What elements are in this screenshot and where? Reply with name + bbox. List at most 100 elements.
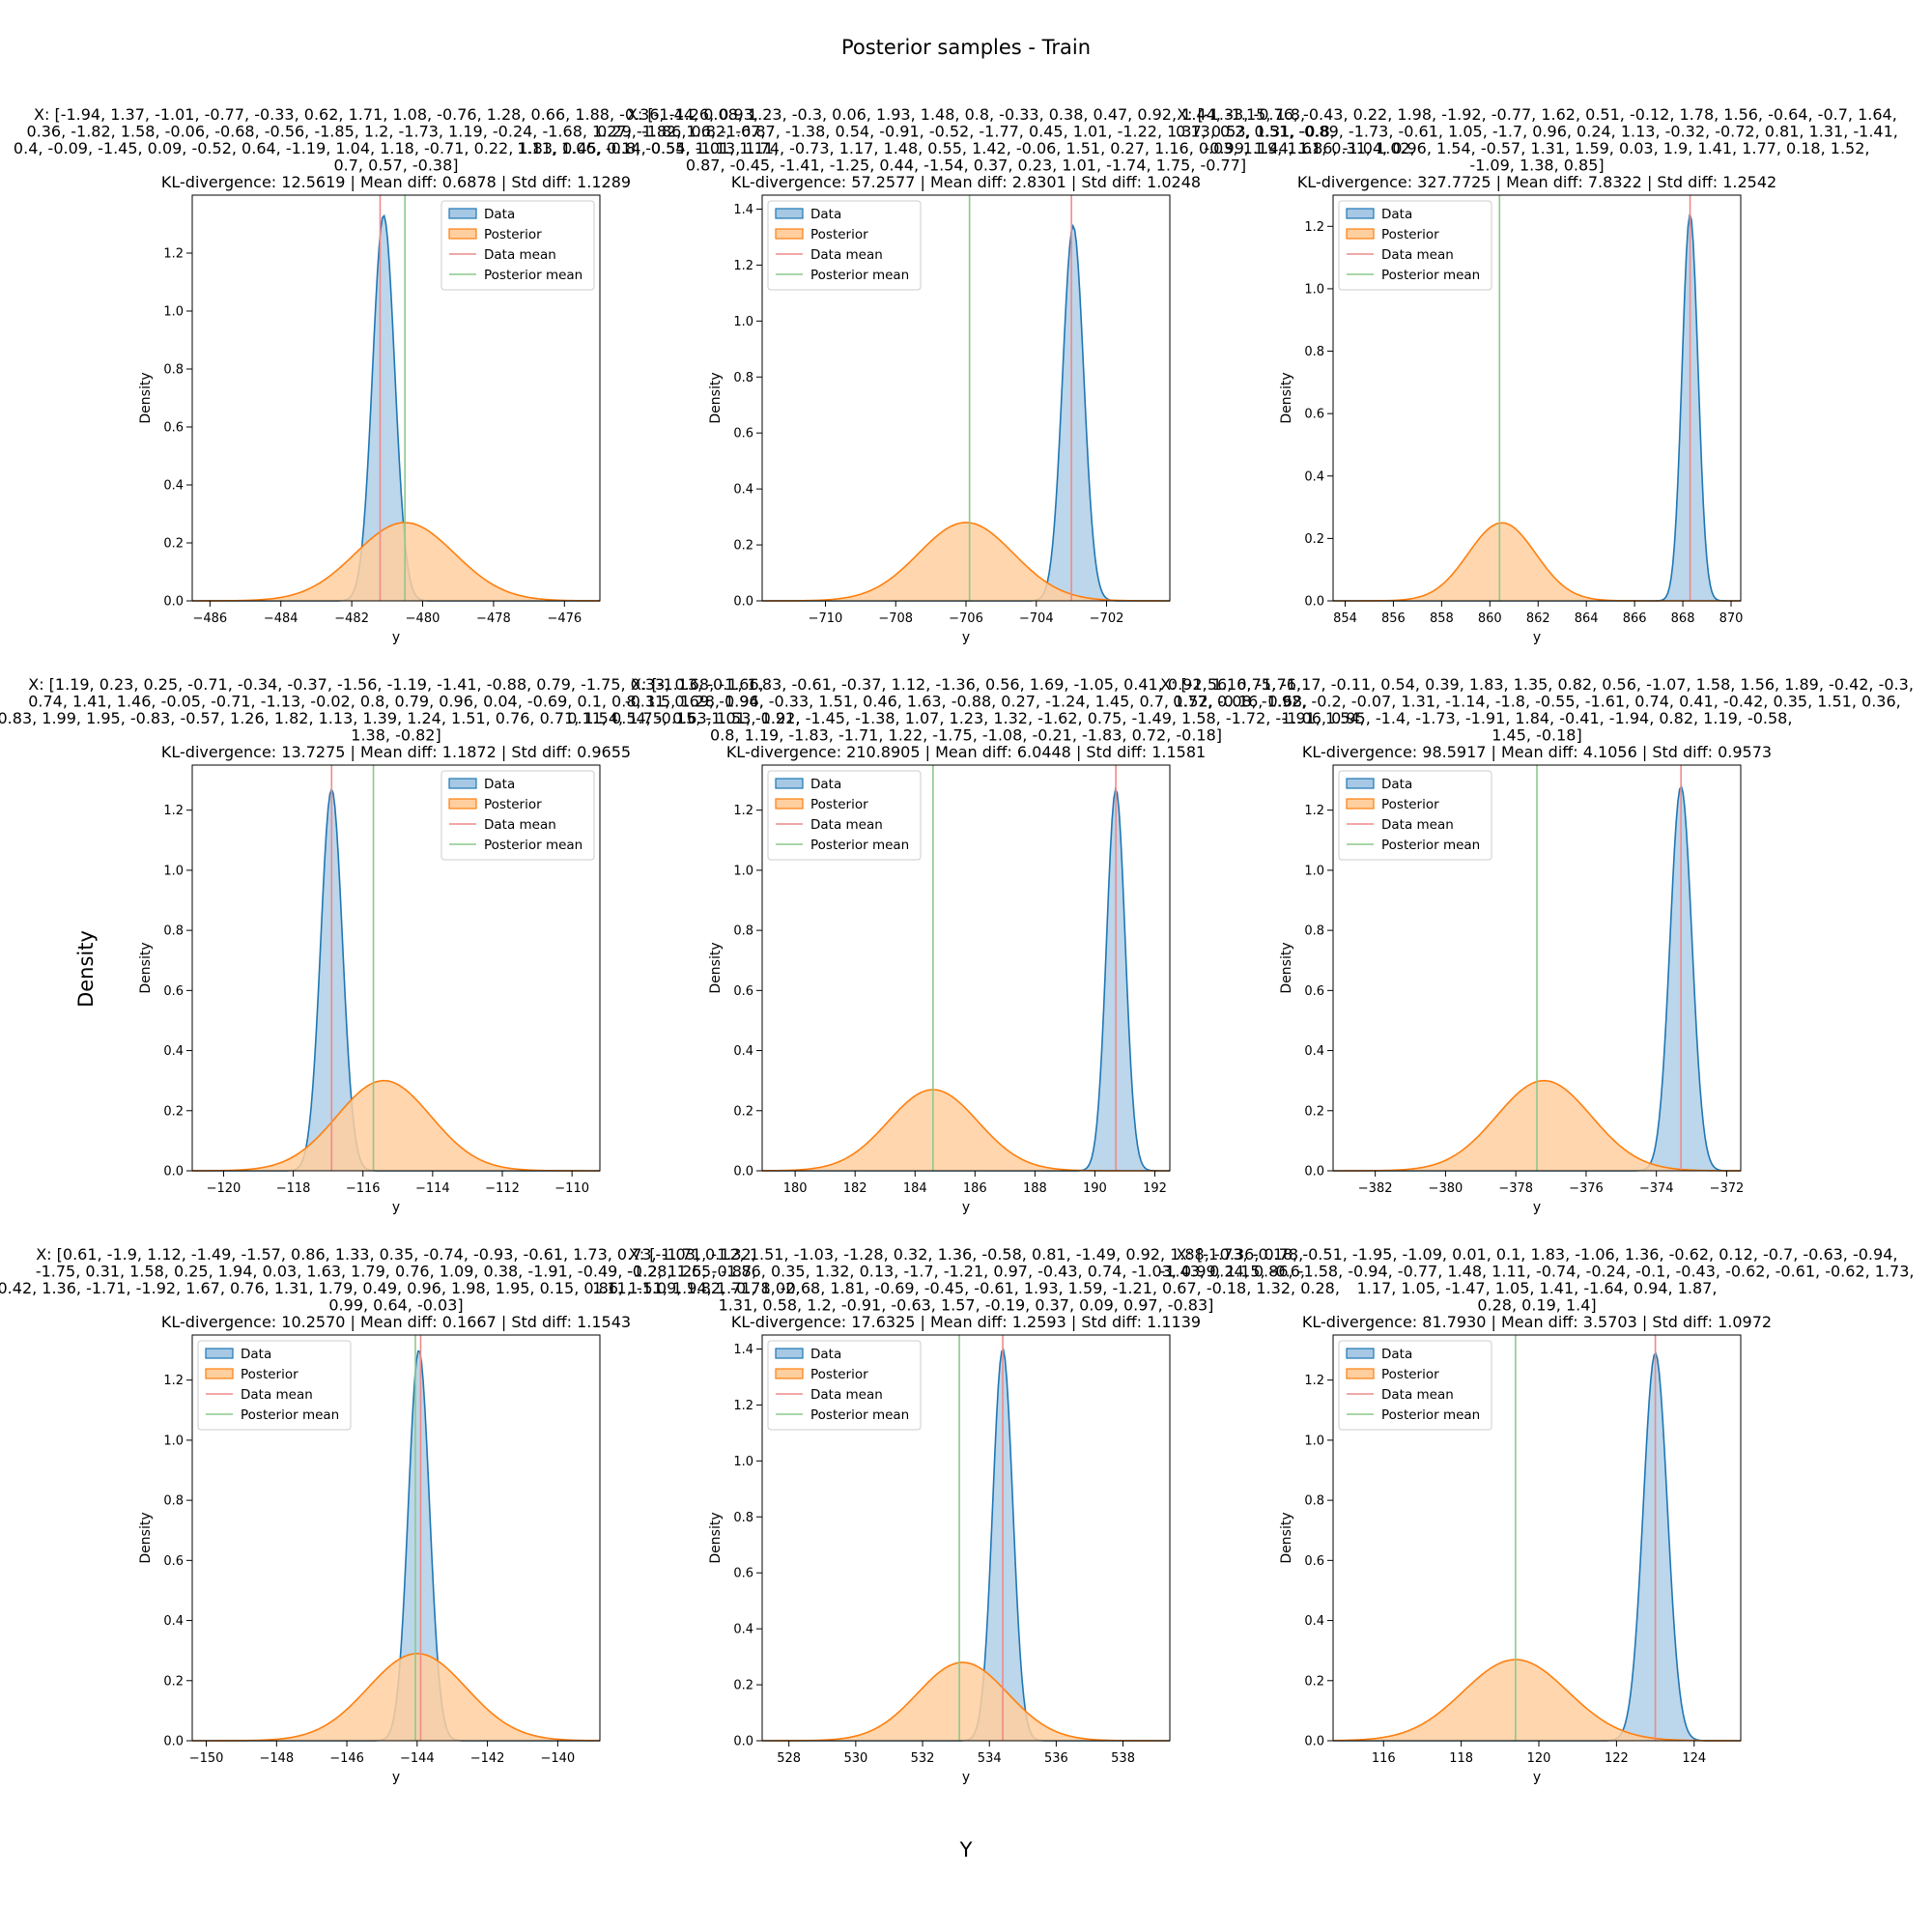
subplot-title-line: KL-divergence: 57.2577 | Mean diff: 2.83… <box>731 173 1201 191</box>
legend-entry-posterior: Posterior <box>484 227 542 242</box>
subplot-title-line: X: [-1.13, -0.1, 1.83, -0.61, -0.37, 1.1… <box>631 675 1301 694</box>
legend-entry-posterior-swatch <box>775 1368 804 1379</box>
x-tick-label: 118 <box>1449 1751 1473 1766</box>
legend: Data Posterior Data mean Posterior mean <box>1338 1340 1492 1431</box>
y-tick-label: 0.8 <box>733 1511 753 1525</box>
legend-entry-posterior: Posterior <box>241 1367 298 1382</box>
y-tick-label: 1.2 <box>733 1399 753 1413</box>
subplot-title-line: 1.45, -0.18] <box>1492 726 1581 745</box>
plot-frame <box>191 194 601 602</box>
legend-entry-data: Data <box>484 777 515 792</box>
subplot-title-line: KL-divergence: 17.6325 | Mean diff: 1.25… <box>731 1313 1201 1331</box>
y-tick-label: 1.2 <box>733 804 753 818</box>
posterior-density-line <box>762 1662 1170 1742</box>
subplot-title-line: X: [0.61, -1.9, 1.12, -1.49, -1.57, 0.86… <box>36 1245 756 1264</box>
x-tick-label: 116 <box>1372 1751 1396 1766</box>
x-tick-label: −380 <box>1429 1181 1463 1196</box>
legend-entry-data-mean: Data mean <box>810 817 883 833</box>
subplot-title-line: KL-divergence: 81.7930 | Mean diff: 3.57… <box>1302 1313 1772 1331</box>
legend-entry-data-mean: Data mean <box>484 817 556 833</box>
y-tick-label: 0.2 <box>1304 532 1324 547</box>
subplot-title-line: 0.11, 0.54, -0.15, -1.01, -1.92, -1.45, … <box>567 709 1364 727</box>
legend-entry-posterior-mean: Posterior mean <box>484 268 582 283</box>
subplot-title-line: KL-divergence: 12.5619 | Mean diff: 0.68… <box>161 173 631 191</box>
y-tick-label: 1.0 <box>1304 864 1324 878</box>
y-tick-label: 1.2 <box>163 1374 184 1388</box>
x-tick-label: −704 <box>1019 611 1054 626</box>
y-axis-label: Density <box>138 942 154 993</box>
x-tick-label: 536 <box>1044 1751 1068 1766</box>
x-tick-label: 182 <box>843 1181 867 1196</box>
legend-entry-data: Data <box>1381 1347 1412 1362</box>
subplot-5: X: [-1.13, -0.1, 1.83, -0.61, -0.37, 1.1… <box>567 675 1364 1215</box>
legend: Data Posterior Data mean Posterior mean <box>440 200 595 291</box>
legend-entry-data-swatch <box>448 778 477 789</box>
y-tick-label: 1.4 <box>733 203 753 217</box>
legend: Data Posterior Data mean Posterior mean <box>767 1340 922 1431</box>
x-tick-label: −114 <box>415 1181 450 1196</box>
legend-entry-posterior-mean: Posterior mean <box>1381 1407 1480 1423</box>
legend-entry-data-mean: Data mean <box>1381 247 1454 263</box>
figure-supylabel: Density <box>74 930 98 1008</box>
legend-entry-posterior: Posterior <box>484 797 542 812</box>
x-tick-label: −146 <box>329 1751 364 1766</box>
x-tick-label: −484 <box>264 611 298 626</box>
legend-entry-data-swatch <box>205 1348 234 1359</box>
x-tick-label: −710 <box>809 611 843 626</box>
y-axis-label: Density <box>1279 1512 1294 1563</box>
y-tick-label: 0.0 <box>733 1165 753 1179</box>
legend-entry-data-swatch <box>775 208 804 219</box>
subplot-9: X: [-1.73, -0.18, -0.51, -1.95, -1.09, 0… <box>1160 1245 1915 1785</box>
posterior-density-fill <box>192 1653 600 1741</box>
subplot-6: X: [-1.56, 0.75, -1.17, -0.11, 0.54, 0.3… <box>1160 675 1914 1215</box>
y-tick-label: 0.2 <box>163 537 184 552</box>
posterior-density-fill <box>192 1080 600 1171</box>
y-tick-label: 1.2 <box>163 247 184 262</box>
x-tick-label: −478 <box>476 611 511 626</box>
legend-entry-posterior-swatch <box>1346 1368 1375 1379</box>
subplot-title-line: 0.29, -1.86, 0.82, -0.87, -1.38, 0.54, -… <box>597 123 1335 141</box>
x-axis-label: y <box>962 1200 970 1215</box>
y-tick-label: 0.8 <box>733 371 753 385</box>
data-density-fill <box>1333 1352 1741 1741</box>
subplot-title-line: -0.83, 1.99, 1.95, -0.83, -0.57, 1.26, 1… <box>0 709 800 727</box>
x-tick-label: 538 <box>1111 1751 1135 1766</box>
posterior-density-fill <box>1333 523 1741 601</box>
y-tick-label: 0.4 <box>1304 1044 1324 1059</box>
x-axis-label: y <box>392 1200 400 1215</box>
legend-entry-data-mean: Data mean <box>241 1387 313 1403</box>
x-tick-label: −110 <box>554 1181 589 1196</box>
y-tick-label: 1.0 <box>733 1455 753 1469</box>
x-axis-label: y <box>1533 1200 1541 1215</box>
x-tick-label: −482 <box>334 611 369 626</box>
y-tick-label: 0.2 <box>733 1104 753 1119</box>
legend-box <box>767 200 922 291</box>
subplot-title-line: 0.87, -0.45, -1.41, -1.25, 0.44, -1.54, … <box>686 156 1246 175</box>
x-axis-label: y <box>962 630 970 645</box>
legend-entry-data-mean: Data mean <box>810 247 883 263</box>
y-tick-label: 0.4 <box>733 1623 753 1637</box>
subplot-title-line: 0.28, 0.19, 1.4] <box>1477 1296 1596 1315</box>
legend-box <box>440 770 595 861</box>
x-tick-label: 868 <box>1671 611 1695 626</box>
subplot-title-line: -1.09, 1.38, 0.85] <box>1469 156 1604 175</box>
figure-suptitle: Posterior samples - Train <box>841 36 1091 59</box>
y-tick-label: 0.6 <box>163 421 184 436</box>
legend-entry-data-mean: Data mean <box>484 247 556 263</box>
plot-frame <box>761 1334 1171 1742</box>
x-tick-label: 532 <box>911 1751 935 1766</box>
x-tick-label: 180 <box>783 1181 808 1196</box>
legend-entry-data: Data <box>241 1347 271 1362</box>
legend-entry-data-mean: Data mean <box>1381 817 1454 833</box>
legend-entry-posterior: Posterior <box>1381 227 1439 242</box>
legend-entry-data-swatch <box>448 208 477 219</box>
y-tick-label: 0.4 <box>733 1044 753 1059</box>
x-tick-label: 124 <box>1682 1751 1706 1766</box>
y-tick-label: 0.8 <box>733 924 753 939</box>
legend: Data Posterior Data mean Posterior mean <box>1338 770 1492 861</box>
y-tick-label: 0.4 <box>733 483 753 497</box>
legend-entry-posterior: Posterior <box>1381 797 1439 812</box>
y-tick-label: 0.4 <box>1304 1614 1324 1629</box>
x-tick-label: −150 <box>189 1751 224 1766</box>
